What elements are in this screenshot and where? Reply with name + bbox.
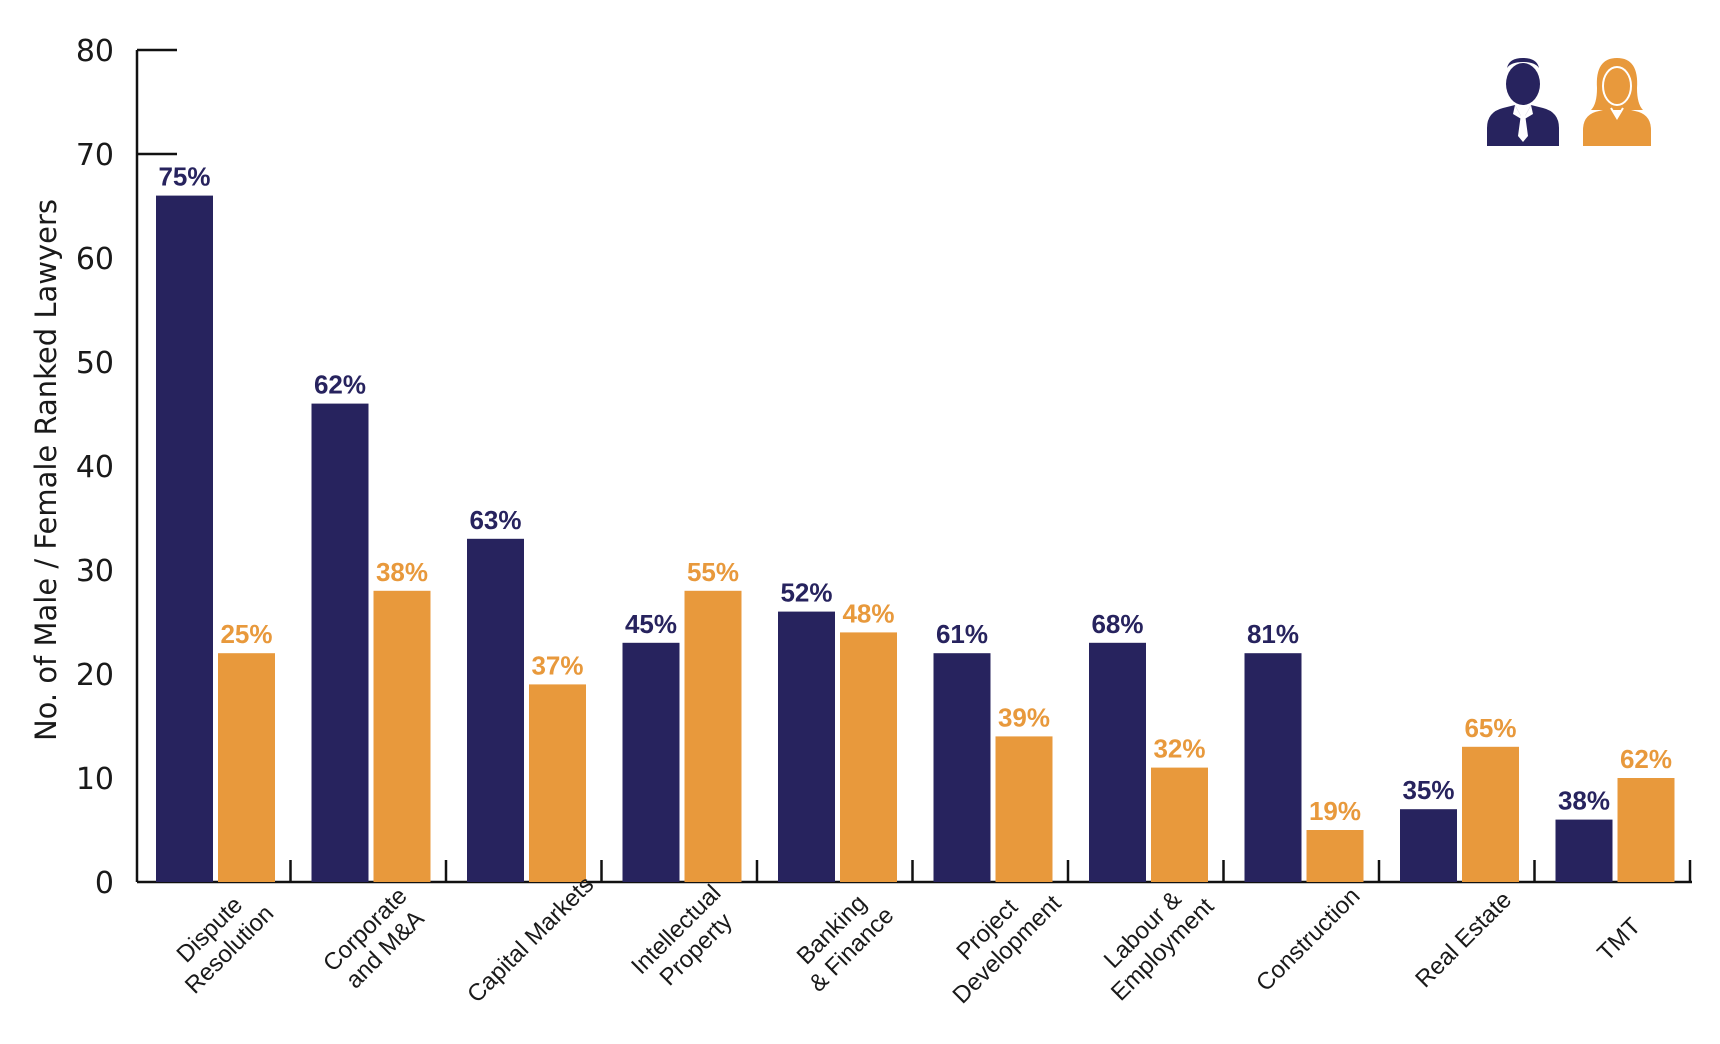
value-label-female: 25% bbox=[220, 619, 272, 649]
bar-male bbox=[311, 403, 369, 882]
bar-male bbox=[778, 611, 835, 882]
bar-female bbox=[995, 736, 1053, 882]
value-label-female: 65% bbox=[1464, 713, 1516, 743]
value-label-female: 32% bbox=[1153, 734, 1205, 764]
value-label-male: 61% bbox=[936, 619, 988, 649]
value-label-male: 63% bbox=[469, 505, 521, 535]
bar-female bbox=[1617, 778, 1675, 882]
value-label-female: 38% bbox=[376, 557, 428, 587]
category-label: Banking& Finance bbox=[784, 882, 899, 997]
value-label-male: 81% bbox=[1247, 619, 1299, 649]
y-tick-label: 80 bbox=[76, 34, 114, 69]
category-label: Labour &Employment bbox=[1086, 873, 1219, 1006]
bar-female bbox=[529, 684, 586, 882]
value-label-male: 62% bbox=[314, 370, 366, 400]
value-labels: 75% 25% 62% 38% 63% 37% 45% 55% 52% 48% 61% 39% 68% 3… bbox=[158, 162, 1672, 826]
category-label: ProjectDevelopment bbox=[928, 870, 1067, 1009]
value-label-female: 39% bbox=[998, 702, 1050, 732]
bar-female bbox=[1306, 830, 1364, 882]
bar-male bbox=[1400, 809, 1457, 882]
bar-male bbox=[1244, 653, 1302, 882]
value-label-male: 75% bbox=[158, 162, 210, 192]
category-label: IntellectualProperty bbox=[626, 880, 746, 1000]
value-label-male: 35% bbox=[1402, 775, 1454, 805]
female-person-icon bbox=[1583, 58, 1651, 146]
bar-female bbox=[1151, 767, 1208, 882]
male-person-icon bbox=[1487, 58, 1559, 146]
category-label: Real Estate bbox=[1410, 886, 1517, 993]
y-tick-label: 30 bbox=[76, 554, 114, 589]
y-axis-label: No. of Male / Female Ranked Lawyers bbox=[29, 199, 63, 741]
value-label-female: 37% bbox=[531, 650, 583, 680]
y-tick-label: 0 bbox=[95, 866, 114, 901]
category-label: DisputeResolution bbox=[160, 880, 279, 999]
y-tick-label: 60 bbox=[76, 242, 114, 277]
bar-male bbox=[156, 195, 213, 883]
y-tick-label: 40 bbox=[76, 450, 114, 485]
value-label-male: 38% bbox=[1558, 786, 1610, 816]
legend-icons bbox=[1487, 58, 1651, 146]
bar-male bbox=[933, 653, 991, 882]
y-tick-label: 10 bbox=[76, 762, 114, 797]
y-tick-label: 70 bbox=[76, 138, 114, 173]
y-tick-label: 50 bbox=[76, 346, 114, 381]
category-label: Capital Markets bbox=[462, 871, 599, 1008]
bar-female bbox=[1462, 746, 1519, 882]
bar-male bbox=[1555, 819, 1613, 882]
bar-female bbox=[840, 632, 897, 882]
value-label-female: 48% bbox=[842, 598, 894, 628]
bar-female bbox=[218, 653, 275, 882]
y-tick-label: 20 bbox=[76, 658, 114, 693]
bar-male bbox=[1089, 642, 1146, 882]
value-label-female: 55% bbox=[687, 557, 739, 587]
category-label: Corporateand M&A bbox=[318, 883, 432, 997]
category-label: TMT bbox=[1592, 912, 1646, 966]
value-label-male: 52% bbox=[780, 578, 832, 608]
value-label-female: 62% bbox=[1620, 744, 1672, 774]
value-label-male: 68% bbox=[1091, 609, 1143, 639]
bar-female bbox=[684, 590, 742, 882]
bar-female bbox=[373, 590, 431, 882]
category-labels: DisputeResolution Corporateand M&A Capital… bbox=[160, 870, 1646, 1009]
value-label-male: 45% bbox=[625, 609, 677, 639]
value-label-female: 19% bbox=[1309, 796, 1361, 826]
category-label: Construction bbox=[1251, 883, 1365, 997]
bar-male bbox=[622, 642, 680, 882]
bars bbox=[156, 195, 1675, 883]
bar-male bbox=[467, 538, 524, 882]
